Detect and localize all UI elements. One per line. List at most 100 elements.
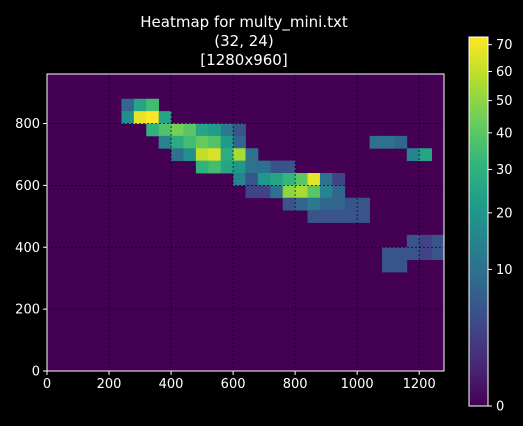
colorbar-tick-label: 60 <box>496 65 513 80</box>
heatmap-cell <box>233 173 246 186</box>
heatmap-cell <box>431 234 445 248</box>
heatmap-cell <box>257 160 271 174</box>
heatmap-cell <box>394 259 408 273</box>
heatmap-cell <box>195 135 209 149</box>
heatmap-cell <box>171 123 184 137</box>
heatmap-cell <box>319 173 333 186</box>
heatmap-cell <box>245 160 259 174</box>
heatmap-cell <box>307 185 321 199</box>
heatmap-cell <box>233 135 246 149</box>
heatmap-cell <box>233 160 246 174</box>
colorbar-tick-label: 70 <box>496 38 513 53</box>
heatmap-cells <box>121 98 445 273</box>
heatmap-cell <box>158 123 172 137</box>
heatmap-cell <box>307 173 321 186</box>
heatmap-cell <box>295 173 308 186</box>
heatmap-cell <box>208 160 222 174</box>
heatmap-cell <box>245 185 259 199</box>
y-tick-label: 800 <box>15 117 40 132</box>
heatmap-cell <box>121 111 135 124</box>
heatmap-cell <box>332 185 346 199</box>
heatmap-cell <box>394 135 408 149</box>
heatmap-cell <box>381 259 395 273</box>
heatmap-cell <box>195 160 209 174</box>
heatmap-cell <box>183 148 197 162</box>
heatmap-cell <box>121 98 135 112</box>
heatmap-cell <box>344 197 358 211</box>
heatmap-cell <box>245 148 259 162</box>
heatmap-cell <box>220 148 234 162</box>
y-tick-label: 400 <box>15 241 40 256</box>
heatmap-cell <box>357 210 370 223</box>
x-tick-label: 0 <box>43 377 51 392</box>
colorbar-tick-label: 30 <box>496 163 513 178</box>
heatmap-cell <box>332 197 346 211</box>
heatmap-cell <box>282 160 296 174</box>
x-axis: 0 200 400 600 800 1000 1200 <box>43 371 436 392</box>
heatmap-cell <box>208 148 222 162</box>
x-tick-label: 200 <box>97 377 122 392</box>
x-tick-label: 600 <box>221 377 246 392</box>
chart-title-line-1: Heatmap for multy_mini.txt <box>140 13 348 32</box>
heatmap-cell <box>220 123 234 137</box>
heatmap-cell <box>307 197 321 211</box>
heatmap-cell <box>257 185 271 199</box>
y-tick-label: 0 <box>32 365 40 380</box>
heatmap-cell <box>208 135 222 149</box>
heatmap-cell <box>183 135 197 149</box>
colorbar-tick-label: 0 <box>496 400 504 415</box>
heatmap-cell <box>183 123 197 137</box>
heatmap-cell <box>394 247 408 261</box>
heatmap-cell <box>220 160 234 174</box>
heatmap-cell <box>295 197 308 211</box>
heatmap-cell <box>419 247 432 261</box>
heatmap-cell <box>195 148 209 162</box>
heatmap-cell <box>282 173 296 186</box>
heatmap-cell <box>319 197 333 211</box>
heatmap-cell <box>208 123 222 137</box>
heatmap-cell <box>233 123 246 137</box>
y-tick-label: 600 <box>15 179 40 194</box>
heatmap-cell <box>171 135 184 149</box>
heatmap-cell <box>270 185 284 199</box>
colorbar-tick-label: 40 <box>496 126 513 141</box>
colorbar-tick-label: 10 <box>496 263 513 278</box>
heatmap-cell <box>319 210 333 223</box>
heatmap-cell <box>158 135 172 149</box>
heatmap-cell <box>171 148 184 162</box>
heatmap-cell <box>295 185 308 199</box>
heatmap-cell <box>431 247 445 261</box>
colorbar-tick-label: 20 <box>496 206 513 221</box>
heatmap-cell <box>357 197 370 211</box>
colorbar: 0 10 20 30 40 50 60 70 <box>468 36 513 415</box>
chart-title-line-2: (32, 24) <box>214 32 273 50</box>
plot-area <box>47 74 444 371</box>
heatmap-cell <box>406 148 420 162</box>
heatmap-cell <box>332 173 346 186</box>
heatmap-cell <box>133 98 147 112</box>
heatmap-cell <box>381 135 395 149</box>
heatmap-cell <box>406 234 420 248</box>
heatmap-cell <box>146 111 160 124</box>
heatmap-cell <box>195 123 209 137</box>
heatmap-cell <box>158 111 172 124</box>
heatmap-cell <box>344 210 358 223</box>
heatmap-cell <box>419 234 432 248</box>
x-tick-label: 400 <box>159 377 184 392</box>
heatmap-cell <box>282 197 296 211</box>
heatmap-cell <box>270 173 284 186</box>
chart-title-line-3: [1280x960] <box>200 51 287 69</box>
heatmap-cell <box>146 123 160 137</box>
heatmap-cell <box>332 210 346 223</box>
heatmap-cell <box>381 247 395 261</box>
heatmap-cell <box>133 111 147 124</box>
x-tick-label: 800 <box>283 377 308 392</box>
heatmap-cell <box>369 135 383 149</box>
heatmap-cell <box>245 173 259 186</box>
x-tick-label: 1000 <box>341 377 374 392</box>
heatmap-cell <box>406 247 420 261</box>
y-axis: 0 200 400 600 800 <box>15 117 47 380</box>
heatmap-cell <box>257 173 271 186</box>
heatmap-background <box>47 74 444 371</box>
